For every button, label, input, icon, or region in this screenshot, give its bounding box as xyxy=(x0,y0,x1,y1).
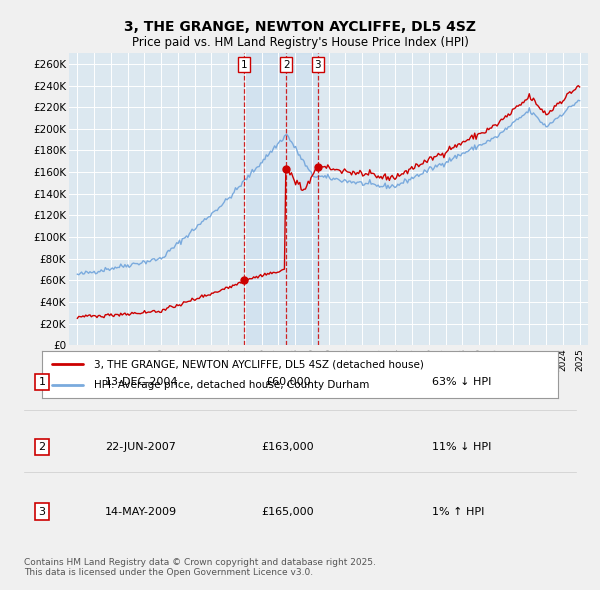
Text: 11% ↓ HPI: 11% ↓ HPI xyxy=(432,442,491,452)
Text: 1: 1 xyxy=(38,377,46,387)
Text: Price paid vs. HM Land Registry's House Price Index (HPI): Price paid vs. HM Land Registry's House … xyxy=(131,36,469,49)
Text: 3: 3 xyxy=(38,507,46,517)
Text: 3, THE GRANGE, NEWTON AYCLIFFE, DL5 4SZ (detached house): 3, THE GRANGE, NEWTON AYCLIFFE, DL5 4SZ … xyxy=(94,359,424,369)
Text: 2: 2 xyxy=(283,60,289,70)
Text: Contains HM Land Registry data © Crown copyright and database right 2025.
This d: Contains HM Land Registry data © Crown c… xyxy=(24,558,376,577)
Text: £165,000: £165,000 xyxy=(262,507,314,517)
Text: 3: 3 xyxy=(314,60,321,70)
Text: £60,000: £60,000 xyxy=(265,377,311,387)
Text: 3, THE GRANGE, NEWTON AYCLIFFE, DL5 4SZ: 3, THE GRANGE, NEWTON AYCLIFFE, DL5 4SZ xyxy=(124,19,476,34)
Text: 2: 2 xyxy=(38,442,46,452)
Text: HPI: Average price, detached house, County Durham: HPI: Average price, detached house, Coun… xyxy=(94,380,369,390)
Text: 1% ↑ HPI: 1% ↑ HPI xyxy=(432,507,484,517)
Bar xyxy=(244,53,318,345)
Text: 63% ↓ HPI: 63% ↓ HPI xyxy=(432,377,491,387)
Text: 13-DEC-2004: 13-DEC-2004 xyxy=(105,377,179,387)
Text: £163,000: £163,000 xyxy=(262,442,314,452)
Text: 14-MAY-2009: 14-MAY-2009 xyxy=(105,507,177,517)
Text: 22-JUN-2007: 22-JUN-2007 xyxy=(105,442,176,452)
Text: 1: 1 xyxy=(241,60,247,70)
